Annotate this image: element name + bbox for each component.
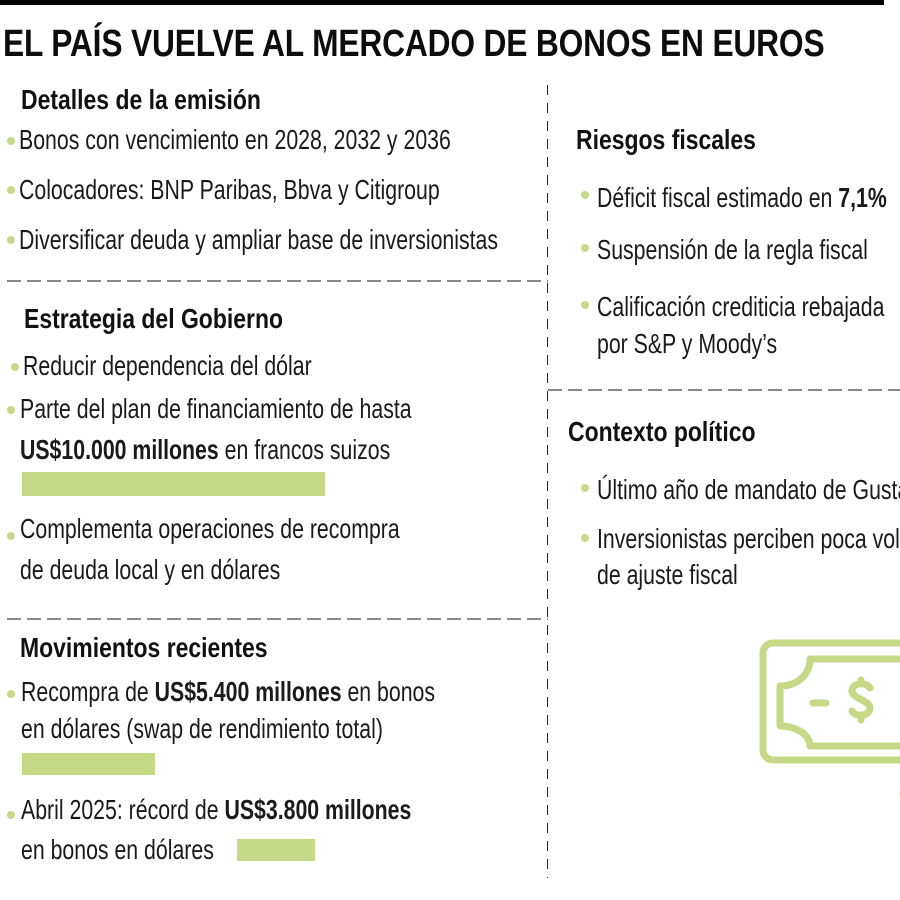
list-item-continuation: de ajuste fiscal: [597, 559, 738, 590]
highlight-amount: US$5.400 millones: [154, 676, 342, 707]
list-item-continuation: por S&P y Moody’s: [597, 328, 778, 359]
list-item-continuation: en dólares (swap de rendimiento total): [21, 713, 383, 744]
bullet-icon: [581, 484, 589, 492]
highlight-amount: US$3.800 millones: [224, 794, 412, 825]
divider-detalles-estrategia: [7, 280, 548, 282]
list-item: Abril 2025: récord de US$3.800 millones: [21, 794, 412, 825]
list-item-continuation: de deuda local y en dólares: [20, 554, 281, 585]
bullet-icon: [7, 186, 15, 194]
list-item: Complementa operaciones de recompra: [20, 513, 400, 544]
bullet-icon: [11, 363, 19, 371]
section-heading: Estrategia del Gobierno: [24, 303, 284, 334]
list-item: Bonos con vencimiento en 2028, 2032 y 20…: [19, 124, 451, 155]
bullet-icon: [581, 534, 589, 542]
amount-bar-5400: [22, 753, 155, 775]
right-column: Riesgos fiscales Déficit fiscal estimado…: [548, 0, 900, 900]
bullet-icon: [7, 137, 15, 145]
divider-riesgos-contexto: [548, 389, 900, 391]
section-heading: Movimientos recientes: [20, 632, 268, 663]
list-item: Déficit fiscal estimado en 7,1%: [597, 182, 887, 213]
highlight-amount: US$10.000 millones: [20, 434, 219, 465]
amount-bar-3800: [237, 839, 315, 861]
section-heading: Detalles de la emisión: [21, 84, 261, 115]
highlight-value: 7,1%: [838, 182, 887, 213]
page-title: EL PAÍS VUELVE AL MERCADO DE BONOS EN EU…: [3, 23, 825, 65]
bullet-icon: [581, 301, 589, 309]
bullet-icon: [581, 244, 589, 252]
bullet-icon: [7, 236, 15, 244]
section-heading: Contexto político: [568, 416, 756, 447]
list-item: Reducir dependencia del dólar: [23, 350, 312, 381]
list-item: Último año de mandato de Gustavo Petro: [597, 474, 900, 505]
banknote-dollar-icon: [759, 639, 900, 797]
list-item: Calificación crediticia rebajada: [597, 291, 885, 322]
bullet-icon: [7, 690, 15, 698]
vertical-divider: [547, 85, 548, 878]
divider-estrategia-movimientos: [7, 618, 548, 620]
list-item: Parte del plan de financiamiento de hast…: [20, 393, 412, 424]
list-item: Diversificar deuda y ampliar base de inv…: [19, 224, 499, 255]
list-item: Colocadores: BNP Paribas, Bbva y Citigro…: [19, 174, 440, 205]
bullet-icon: [7, 406, 15, 414]
list-item-continuation: US$10.000 millones en francos suizos: [20, 434, 391, 465]
top-rule: [0, 0, 884, 5]
list-item: Inversionistas perciben poca voluntad: [597, 523, 900, 554]
bullet-icon: [7, 532, 15, 540]
bullet-icon: [7, 811, 15, 819]
list-item: Suspensión de la regla fiscal: [597, 234, 868, 265]
amount-bar-10000: [22, 472, 325, 496]
list-item: Recompra de US$5.400 millones en bonos: [21, 676, 436, 707]
section-heading: Riesgos fiscales: [576, 124, 756, 155]
bullet-icon: [581, 191, 589, 199]
list-item-continuation: en bonos en dólares: [21, 834, 214, 865]
